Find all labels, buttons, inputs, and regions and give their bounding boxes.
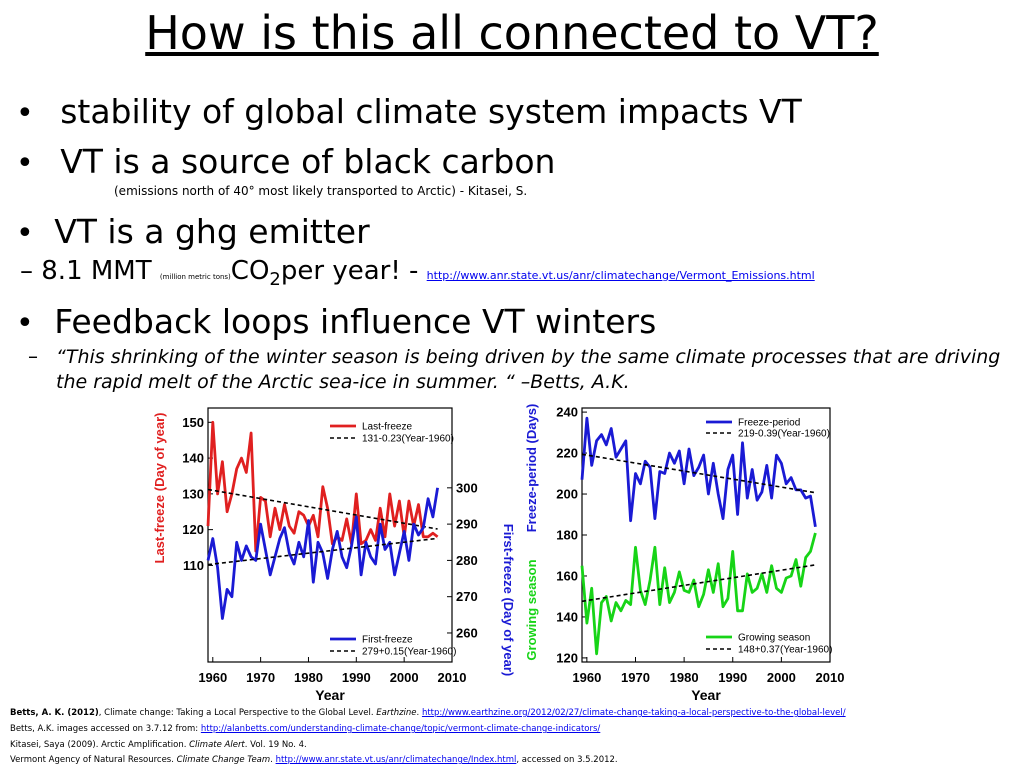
legend-label-0: Last-freeze	[362, 422, 412, 433]
slide-title: How is this all connected to VT?	[145, 6, 879, 60]
reference-text2: .	[416, 708, 422, 718]
reference-betts-images: Betts, A.K. images accessed on 3.7.12 fr…	[10, 724, 600, 734]
bullet-text: Feedback loops influence VT winters	[54, 302, 657, 341]
plot-frame	[207, 407, 453, 663]
legend-label-1: 219-0.39(Year-1960)	[738, 429, 830, 440]
left-y-tick-label-0: 110	[183, 558, 204, 573]
legend-label-3: 279+0.15(Year-1960)	[362, 647, 456, 658]
reference-link[interactable]: http://alanbetts.com/understanding-clima…	[200, 724, 601, 734]
bullet-black-carbon: • VT is a source of black carbon	[16, 142, 555, 181]
emission-unit-note: (million metric tons)	[159, 273, 231, 281]
black-carbon-note: (emissions north of 40° most likely tran…	[114, 184, 528, 198]
reference-journal: Climate Change Team	[176, 755, 271, 765]
dash-mark: –	[20, 256, 33, 286]
co-text: CO	[230, 256, 270, 286]
x-tick-label-1: 1970	[621, 670, 650, 685]
reference-author: Betts, A. K. (2012)	[10, 708, 99, 718]
vermont-emissions-link[interactable]: http://www.anr.state.vt.us/anr/climatech…	[426, 269, 815, 282]
quote-dash: –	[28, 344, 38, 368]
reference-betts-2012: Betts, A. K. (2012), Climate change: Tak…	[10, 708, 846, 718]
right-y-tick-label-4: 300	[456, 480, 478, 495]
trend-line-1	[581, 453, 816, 494]
emission-amount: 8.1 MMT	[41, 256, 152, 286]
reference-text: Betts, A.K. images accessed on 3.7.12 fr…	[10, 724, 201, 734]
bullet-text: stability of global climate system impac…	[60, 92, 802, 131]
bullet-dot: •	[16, 216, 34, 251]
y-tick-label-1: 140	[556, 609, 578, 624]
x-axis-label: Year	[315, 687, 345, 703]
x-tick-label-0: 1960	[198, 670, 227, 685]
bullet-text: VT is a ghg emitter	[54, 212, 370, 251]
bullet-feedback-loops: • Feedback loops influence VT winters	[16, 302, 656, 341]
y-axis-label-growing-season: Growing season	[524, 559, 539, 660]
plot-frame	[581, 407, 831, 663]
trend-line-3	[581, 564, 816, 603]
reference-vt-anr: Vermont Agency of Natural Resources. Cli…	[10, 755, 618, 765]
left-axis-label: Last-freeze (Day of year)	[152, 413, 167, 564]
x-tick-label-4: 2000	[390, 670, 419, 685]
emission-rest: per year! -	[280, 256, 419, 286]
x-tick-label-5: 2010	[816, 670, 845, 685]
emission-line: – 8.1 MMT (million metric tons)CO2per ye…	[20, 256, 815, 290]
reference-text: Kitasei, Saya (2009). Arctic Amplificati…	[10, 740, 190, 750]
series-line-2	[206, 487, 439, 620]
legend-label-0: Freeze-period	[738, 418, 800, 429]
bullet-dot: •	[16, 146, 34, 181]
x-tick-label-4: 2000	[767, 670, 796, 685]
bullet-climate-stability: • stability of global climate system imp…	[16, 92, 802, 131]
x-tick-label-2: 1980	[670, 670, 699, 685]
y-tick-label-5: 220	[556, 446, 578, 461]
x-tick-label-1: 1970	[246, 670, 275, 685]
y-axis-label-freeze-period: Freeze-period (Days)	[524, 404, 539, 533]
reference-link[interactable]: http://www.earthzine.org/2012/02/27/clim…	[421, 708, 846, 718]
legend-label-1: 131-0.23(Year-1960)	[362, 434, 454, 445]
left-y-tick-label-2: 130	[182, 486, 204, 501]
y-tick-label-4: 200	[556, 487, 578, 502]
x-tick-label-2: 1980	[294, 670, 323, 685]
legend-label-2: First-freeze	[362, 635, 413, 646]
right-y-tick-label-3: 290	[456, 517, 478, 532]
reference-link[interactable]: http://www.anr.state.vt.us/anr/climatech…	[275, 755, 517, 765]
right-y-tick-label-0: 260	[456, 625, 478, 640]
freeze-dates-chart: 1960 1970 1980 1990 2000 2010 110 120 130 140 150 2…	[152, 407, 516, 703]
reference-text2: .	[270, 755, 276, 765]
reference-text: Vermont Agency of Natural Resources.	[10, 755, 177, 765]
right-y-tick-label-1: 270	[456, 589, 478, 604]
y-tick-label-3: 180	[556, 528, 578, 543]
y-tick-label-0: 120	[556, 650, 578, 665]
betts-quote: “This shrinking of the winter season is …	[56, 346, 1001, 393]
bullet-text: VT is a source of black carbon	[60, 142, 556, 181]
left-y-tick-label-4: 150	[182, 415, 204, 430]
co2-subscript: 2	[269, 269, 281, 291]
reference-journal: Earthzine	[376, 708, 417, 718]
y-tick-label-6: 240	[556, 405, 578, 420]
y-tick-label-2: 160	[556, 568, 578, 583]
trend-line-1	[207, 488, 438, 530]
bullet-dot: •	[16, 96, 34, 131]
bullet-dot: •	[16, 306, 34, 341]
trend-line-3	[207, 537, 438, 566]
reference-journal: Climate Alert	[189, 740, 245, 750]
x-tick-label-0: 1960	[572, 670, 601, 685]
x-tick-label-5: 2010	[438, 670, 467, 685]
left-y-tick-label-1: 120	[182, 522, 204, 537]
bullet-ghg-emitter: • VT is a ghg emitter	[16, 212, 370, 251]
series-line-0	[580, 416, 817, 528]
series-line-0	[206, 420, 439, 553]
left-y-tick-label-3: 140	[182, 451, 204, 466]
freeze-period-growing-season-chart: 1960 1970 1980 1990 2000 2010 120 140 160 180 200 2…	[524, 404, 845, 703]
right-y-tick-label-2: 280	[456, 553, 478, 568]
series-line-2	[580, 532, 817, 656]
right-axis-label: First-freeze (Day of year)	[501, 524, 516, 676]
x-axis-label: Year	[691, 687, 721, 703]
legend-label-2: Growing season	[738, 633, 810, 644]
reference-text2: . Vol. 19 No. 4.	[244, 740, 307, 750]
reference-after: , accessed on 3.5.2012.	[516, 755, 618, 765]
x-tick-label-3: 1990	[718, 670, 747, 685]
legend-label-3: 148+0.37(Year-1960)	[738, 645, 832, 656]
reference-kitasei: Kitasei, Saya (2009). Arctic Amplificati…	[10, 740, 307, 750]
reference-text: , Climate change: Taking a Local Perspec…	[98, 708, 377, 718]
x-tick-label-3: 1990	[342, 670, 371, 685]
